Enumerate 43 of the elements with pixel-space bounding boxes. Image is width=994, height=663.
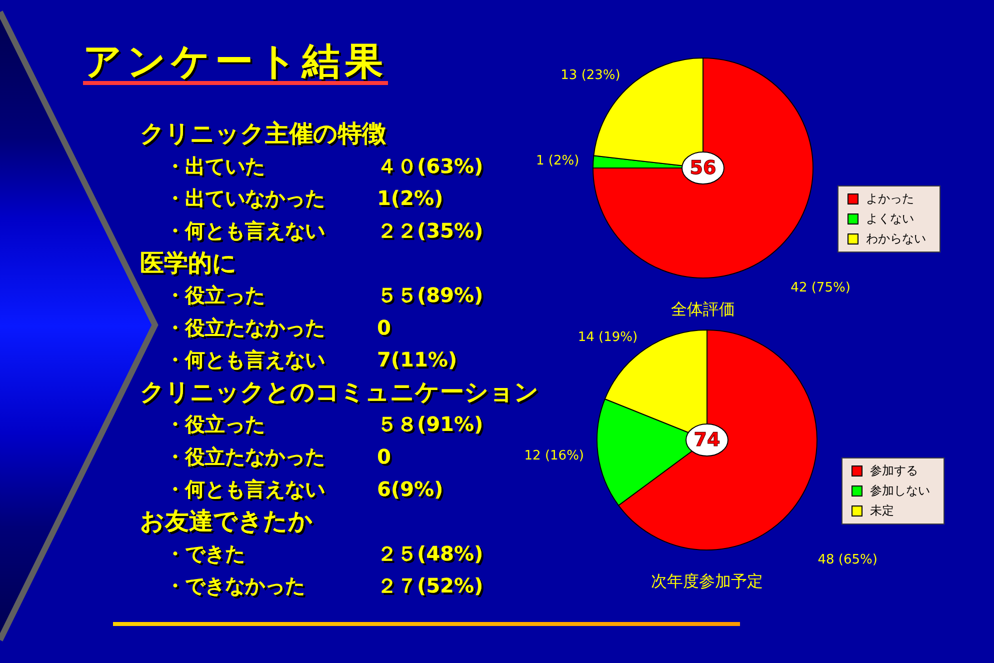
text: ４０(63%)	[377, 154, 484, 178]
category-label: ・何とも言えない	[165, 476, 325, 501]
legend-label: 未定	[870, 503, 894, 518]
text: ５５(89%)	[377, 282, 484, 307]
legend-label: よかった	[866, 191, 914, 206]
text: 0	[377, 315, 391, 340]
text: アンケート結果	[83, 39, 388, 83]
text: ２２(35%)	[377, 218, 484, 242]
text: 0	[377, 444, 391, 468]
text: 7(11%)	[377, 348, 458, 372]
data-label: 13 (23%)	[560, 68, 620, 84]
legend-label: わからない	[866, 231, 926, 246]
text: お友達できたか	[140, 507, 313, 536]
text: 次年度参加予定	[651, 571, 763, 590]
legend-label: 参加しない	[870, 483, 930, 498]
category-label: ・何とも言えない	[165, 218, 325, 242]
text: 56	[690, 157, 716, 180]
category-label: ・出ていなかった	[165, 186, 325, 210]
text: 74	[694, 429, 720, 452]
category-label: ・出ていた	[165, 154, 265, 178]
legend-label: よくない	[866, 211, 914, 226]
category-label: ・役立った	[165, 282, 265, 307]
text: 全体評価	[671, 299, 735, 318]
data-label: 14 (19%)	[578, 330, 638, 345]
category-label: ・できた	[165, 541, 245, 566]
data-label: 48 (65%)	[818, 552, 878, 568]
text: ２５(48%)	[377, 541, 484, 566]
text: クリニック主催の特徴	[140, 120, 387, 148]
data-label: 42 (75%)	[790, 280, 850, 296]
text: ２７(52%)	[377, 574, 484, 598]
text: 医学的に	[140, 248, 237, 277]
text: クリニックとのコミュニケーション	[140, 378, 539, 406]
legend-label: 参加する	[870, 463, 918, 478]
category-label: ・役立った	[165, 412, 265, 436]
text: 1(2%)	[377, 186, 444, 210]
data-label: 1 (2%)	[536, 154, 580, 169]
data-label: 12 (16%)	[524, 448, 584, 464]
category-label: ・役立たなかった	[165, 315, 325, 340]
category-label: ・できなかった	[165, 574, 305, 598]
category-label: ・何とも言えない	[165, 348, 325, 372]
text: ５８(91%)	[377, 412, 484, 436]
text: 6(9%)	[377, 476, 444, 501]
category-label: ・役立たなかった	[165, 444, 325, 468]
